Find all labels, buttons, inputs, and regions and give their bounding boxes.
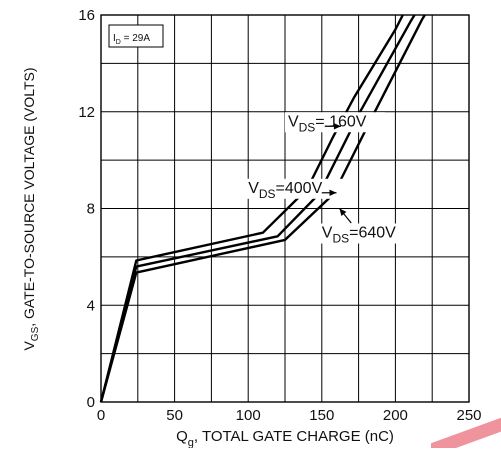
x-tick-label: 150 <box>309 407 334 424</box>
annotation-arrowhead <box>333 123 341 130</box>
series-label-640V: VDS=640V <box>322 225 396 246</box>
y-axis-label: VGS, GATE-TO-SOURCE VOLTAGE (VOLTS) <box>21 67 41 350</box>
y-tick-label: 8 <box>87 201 95 218</box>
plot-border <box>100 14 470 403</box>
grid <box>101 15 469 402</box>
x-tick-label: 0 <box>97 407 105 424</box>
y-tick-label: 4 <box>87 297 95 314</box>
axis-labels: Qg, TOTAL GATE CHARGE (nC) VGS, GATE-TO-S… <box>21 67 394 449</box>
y-tick-label: 12 <box>78 104 95 121</box>
label-backing <box>245 178 346 199</box>
plot-frame <box>100 14 470 403</box>
condition-label: ID = 29A <box>113 33 150 46</box>
series-line-160V <box>99 14 404 403</box>
label-backing <box>318 223 419 244</box>
annotation-arrowhead <box>339 208 347 216</box>
x-tick-label: 100 <box>236 407 261 424</box>
annotation-arrowhead <box>329 189 337 196</box>
corner-decoration <box>431 418 501 448</box>
x-tick-label: 200 <box>383 407 408 424</box>
x-axis-label: Qg, TOTAL GATE CHARGE (nC) <box>176 428 394 448</box>
y-tick-label: 16 <box>78 7 95 24</box>
condition-box <box>108 24 164 48</box>
x-tick-label: 50 <box>166 407 183 424</box>
label-backing <box>284 112 385 133</box>
series-label-400V: VDS=400V <box>248 180 322 201</box>
y-tick-label: 0 <box>87 394 95 411</box>
